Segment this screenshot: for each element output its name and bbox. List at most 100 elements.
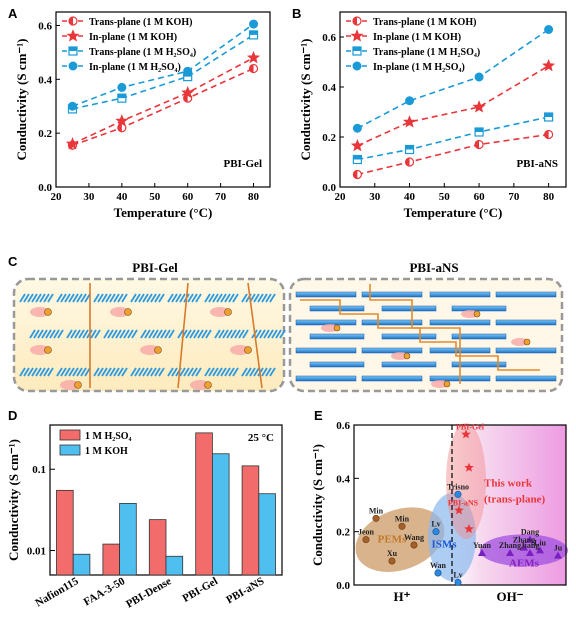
data-point [474,72,484,82]
series-line [357,65,550,147]
legend-marker [352,61,362,71]
y-tick-label: 0.0 [336,580,350,592]
gel-fiber [130,293,165,303]
data-point [352,123,362,133]
nanosheet [381,333,437,340]
point-aem [506,549,514,556]
legend-marker [66,29,80,42]
x-axis-title: Temperature (°C) [114,205,213,220]
nanosheet [295,291,357,298]
ion-dot [124,308,132,316]
y-tick-label: 0.4 [336,473,350,485]
series-line [357,28,550,130]
y-axis-title: Conductivity (S cm⁻¹) [14,39,29,161]
y-tick-label: 0.4 [322,82,336,94]
data-point [474,139,484,150]
nanosheet [309,305,365,312]
chart-annotation: PBI-Gel [224,158,263,170]
data-point [117,82,127,92]
point-label: Min [369,506,384,515]
data-point-fill [475,140,480,149]
gel-fiber [19,293,54,303]
point-label: Yuan [473,541,491,550]
gel-fiber [204,293,239,303]
region-label-aems: AEMs [509,557,540,569]
nanosheet [295,319,357,326]
y-axis-title: Conductivity (S cm⁻¹) [310,444,325,566]
bar [56,489,74,576]
legend-marker [68,16,78,26]
x-tick-label: 60 [182,191,194,203]
category-label: PBI-Dense [124,575,173,611]
this-work-sublabel: (trans-plane) [484,493,545,505]
nanosheet [495,375,557,382]
data-point [474,127,484,137]
x-axis-title: Temperature (°C) [404,205,503,220]
nanosheet [429,319,491,326]
ion-dot [204,381,212,389]
x-tick-label: 20 [51,191,63,203]
data-point [352,169,362,180]
bar [165,555,184,576]
data-point-fill [405,145,414,150]
ion-dot [154,346,162,354]
x-category-label: OH⁻ [496,589,523,604]
x-tick-label: 30 [83,191,95,203]
nanosheet [495,319,557,326]
data-point [352,154,362,165]
point-pem [398,522,406,530]
data-point [115,114,129,127]
point-aem [536,546,544,554]
data-point [404,144,415,155]
gel-fiber [29,329,64,339]
legend-label: In-plane (1 M H₂SO₄) [89,62,181,73]
data-point [248,63,259,74]
ion-dot [473,310,481,318]
bar [258,493,276,576]
bar [102,543,121,576]
data-point [248,30,259,40]
point-label: Min [395,514,410,523]
legend-label: 1 M KOH [85,446,128,457]
y-tick-label: 0.2 [322,132,336,144]
schematic-c: PBI-Gel PBI-aNS [12,260,564,393]
gel-fiber [93,293,128,303]
point-pem [410,541,418,549]
nanosheet [309,333,365,340]
plot-frame [55,11,271,188]
y-tick-label: 0.6 [322,32,336,44]
legend-marker-fill [69,17,73,25]
point-this-work [461,429,471,439]
point-label: Jeon [358,528,375,537]
x-tick-label: 40 [116,191,128,203]
point-pem [362,536,370,544]
point-label: Zhang [499,541,521,550]
x-tick-label: 80 [543,191,555,203]
ion-glow [30,345,50,355]
bar [211,453,230,576]
data-point [544,25,554,34]
point-label: PBI-Gel [456,422,485,431]
chart-e: 0.0 0.2 0.4 0.6 Conductivity (S cm⁻¹) H⁺ OH⁻ PE… [310,420,568,604]
legend-marker [352,16,362,26]
point-ism [454,490,462,498]
data-point [249,19,259,29]
nanosheet [295,347,357,354]
x-tick-label: 80 [248,191,260,203]
ion-dot [333,324,341,332]
y-tick-label: 0.0 [322,182,336,194]
point-label: Xu [387,549,398,558]
schematic-right-title: PBI-aNS [409,260,458,275]
data-point-fill [249,30,258,35]
data-point [472,100,486,113]
nanosheet [495,347,557,354]
legend-label: Trans-plane (1 M H₂SO₄) [373,47,480,58]
data-point [65,137,79,150]
data-point [183,66,193,76]
chart-annotation: PBI-aNS [516,158,558,170]
ion-glow [30,307,50,317]
ion-dot [224,308,232,316]
ion-dot [523,338,531,346]
ion-dot [74,381,82,389]
